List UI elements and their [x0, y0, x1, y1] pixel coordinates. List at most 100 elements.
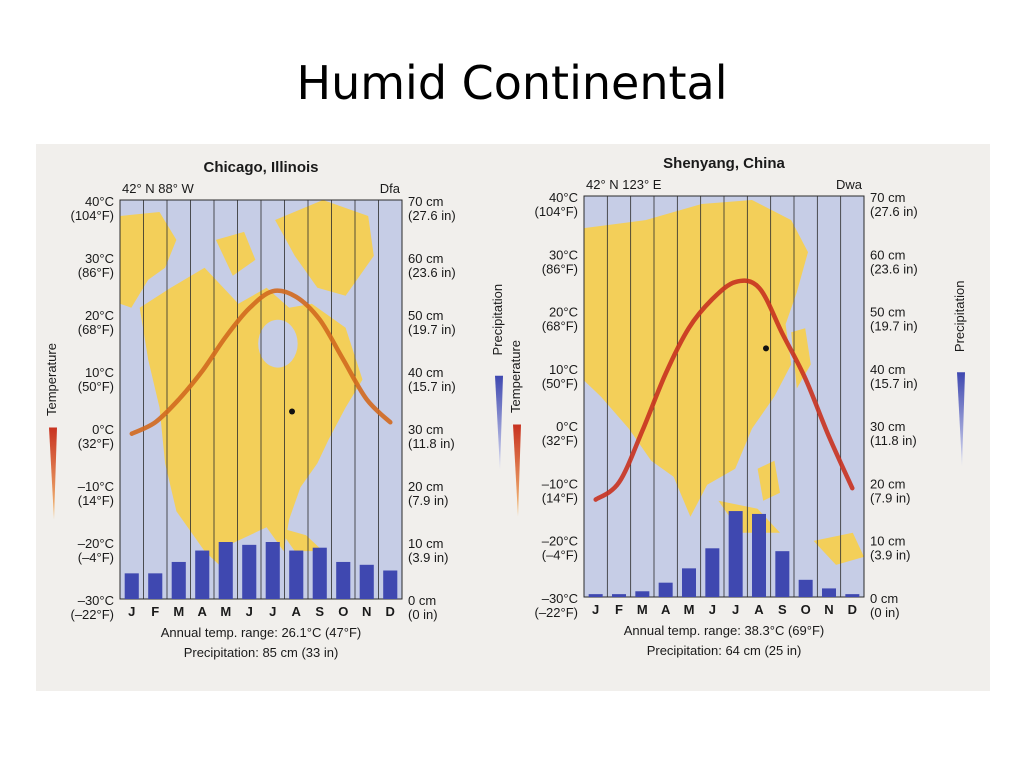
- precip-tick-label-in: (27.6 in): [408, 208, 456, 223]
- precip-legend-gradient: [957, 372, 965, 467]
- precip-bar: [798, 579, 813, 597]
- precip-tick-label: 40 cm: [870, 362, 905, 377]
- temp-tick-label: –30°C: [78, 593, 114, 608]
- month-label: M: [637, 602, 648, 617]
- map-land-japan: [791, 328, 811, 389]
- temp-tick-label: –20°C: [78, 536, 114, 551]
- month-label: M: [173, 604, 184, 619]
- map-land-north-america: [139, 267, 363, 568]
- month-label: O: [338, 604, 348, 619]
- precip-bar: [658, 582, 673, 597]
- month-label: J: [709, 602, 716, 617]
- precip-axis-label: Precipitation: [490, 284, 505, 356]
- temp-tick-label: –20°C: [542, 534, 578, 549]
- annotation-precipitation: Precipitation: 64 cm (25 in): [647, 643, 802, 658]
- precip-tick-label-in: (0 in): [870, 605, 900, 620]
- month-label: M: [220, 604, 231, 619]
- temp-axis-label: Temperature: [508, 340, 523, 413]
- precip-tick-label-in: (15.7 in): [408, 379, 456, 394]
- temp-tick-label: 30°C: [85, 251, 114, 266]
- precip-bar: [265, 542, 280, 599]
- temp-tick-label: 10°C: [549, 362, 578, 377]
- precip-bar: [195, 550, 210, 599]
- temp-tick-label: 40°C: [85, 194, 114, 209]
- precip-bar: [124, 573, 139, 599]
- month-label: A: [754, 602, 764, 617]
- precip-bar: [635, 591, 650, 597]
- temp-tick-label-f: (50°F): [542, 376, 578, 391]
- temp-tick-label: –10°C: [78, 479, 114, 494]
- map-land-caribbean: [277, 527, 323, 552]
- temperature-curve: [129, 288, 393, 436]
- koppen-code: Dfa: [380, 181, 401, 196]
- month-label: M: [684, 602, 695, 617]
- map-land-philippines: [757, 460, 780, 501]
- precip-tick-label: 10 cm: [408, 536, 443, 551]
- precip-tick-label: 60 cm: [870, 247, 905, 262]
- precip-tick-label: 20 cm: [870, 476, 905, 491]
- month-label: S: [315, 604, 324, 619]
- annotation-precipitation: Precipitation: 85 cm (33 in): [184, 645, 339, 660]
- temp-legend-gradient: [513, 424, 521, 517]
- precip-tick-label-in: (3.9 in): [408, 550, 448, 565]
- precip-tick-label: 70 cm: [870, 190, 905, 205]
- precip-bar: [383, 570, 398, 599]
- precip-legend-gradient: [495, 375, 503, 470]
- precip-tick-label: 20 cm: [408, 479, 443, 494]
- temperature-curve: [593, 278, 855, 502]
- month-label: D: [848, 602, 857, 617]
- temp-tick-label-f: (–4°F): [78, 550, 114, 565]
- month-label: N: [824, 602, 833, 617]
- month-label: A: [198, 604, 208, 619]
- precip-bar: [705, 548, 720, 597]
- month-label: N: [362, 604, 371, 619]
- month-label: A: [661, 602, 671, 617]
- precip-bar: [242, 544, 257, 599]
- precip-tick-label-in: (23.6 in): [870, 261, 918, 276]
- precip-bar: [612, 594, 626, 597]
- precip-bar: [359, 564, 374, 599]
- precip-tick-label-in: (0 in): [408, 607, 438, 622]
- temp-tick-label-f: (104°F): [71, 208, 115, 223]
- location-coordinates: 42° N 123° E: [586, 177, 662, 192]
- koppen-code: Dwa: [836, 177, 863, 192]
- month-label: J: [732, 602, 739, 617]
- precip-bar: [171, 561, 186, 599]
- map-city-marker: [763, 345, 769, 352]
- precip-tick-label-in: (3.9 in): [870, 548, 910, 563]
- precip-bar: [336, 561, 351, 599]
- temp-tick-label-f: (32°F): [542, 433, 578, 448]
- map-land-greenland: [275, 200, 374, 296]
- map-land-new-guinea: [813, 532, 864, 565]
- temp-tick-label-f: (68°F): [78, 322, 114, 337]
- precip-tick-label: 60 cm: [408, 251, 443, 266]
- month-label: O: [801, 602, 811, 617]
- precip-tick-label: 10 cm: [870, 534, 905, 549]
- month-label: D: [386, 604, 395, 619]
- plot-border: [583, 195, 865, 598]
- temp-tick-label: 20°C: [549, 305, 578, 320]
- month-label: F: [615, 602, 623, 617]
- precip-tick-label-in: (15.7 in): [870, 376, 918, 391]
- map-hudson-bay: [258, 319, 298, 368]
- temp-tick-label-f: (86°F): [542, 261, 578, 276]
- precip-bar: [752, 513, 766, 597]
- precip-bar: [148, 573, 163, 599]
- precip-tick-label: 50 cm: [408, 308, 443, 323]
- month-label: A: [292, 604, 302, 619]
- precip-bar: [588, 594, 603, 597]
- temp-tick-label-f: (86°F): [78, 265, 114, 280]
- precip-tick-label-in: (11.8 in): [870, 433, 917, 448]
- precip-tick-label: 50 cm: [870, 305, 905, 320]
- temp-tick-label: 40°C: [549, 190, 578, 205]
- climograph-panel: Chicago, Illinois 42° N 88° W Dfa 40°C (104°…: [36, 144, 990, 691]
- temp-tick-label-f: (104°F): [535, 204, 579, 219]
- temp-tick-label-f: (50°F): [78, 379, 114, 394]
- precip-bar: [289, 550, 304, 599]
- location-coordinates: 42° N 88° W: [122, 181, 195, 196]
- precip-tick-label-in: (7.9 in): [870, 490, 910, 505]
- precip-bar: [312, 547, 327, 599]
- temp-tick-label-f: (32°F): [78, 436, 114, 451]
